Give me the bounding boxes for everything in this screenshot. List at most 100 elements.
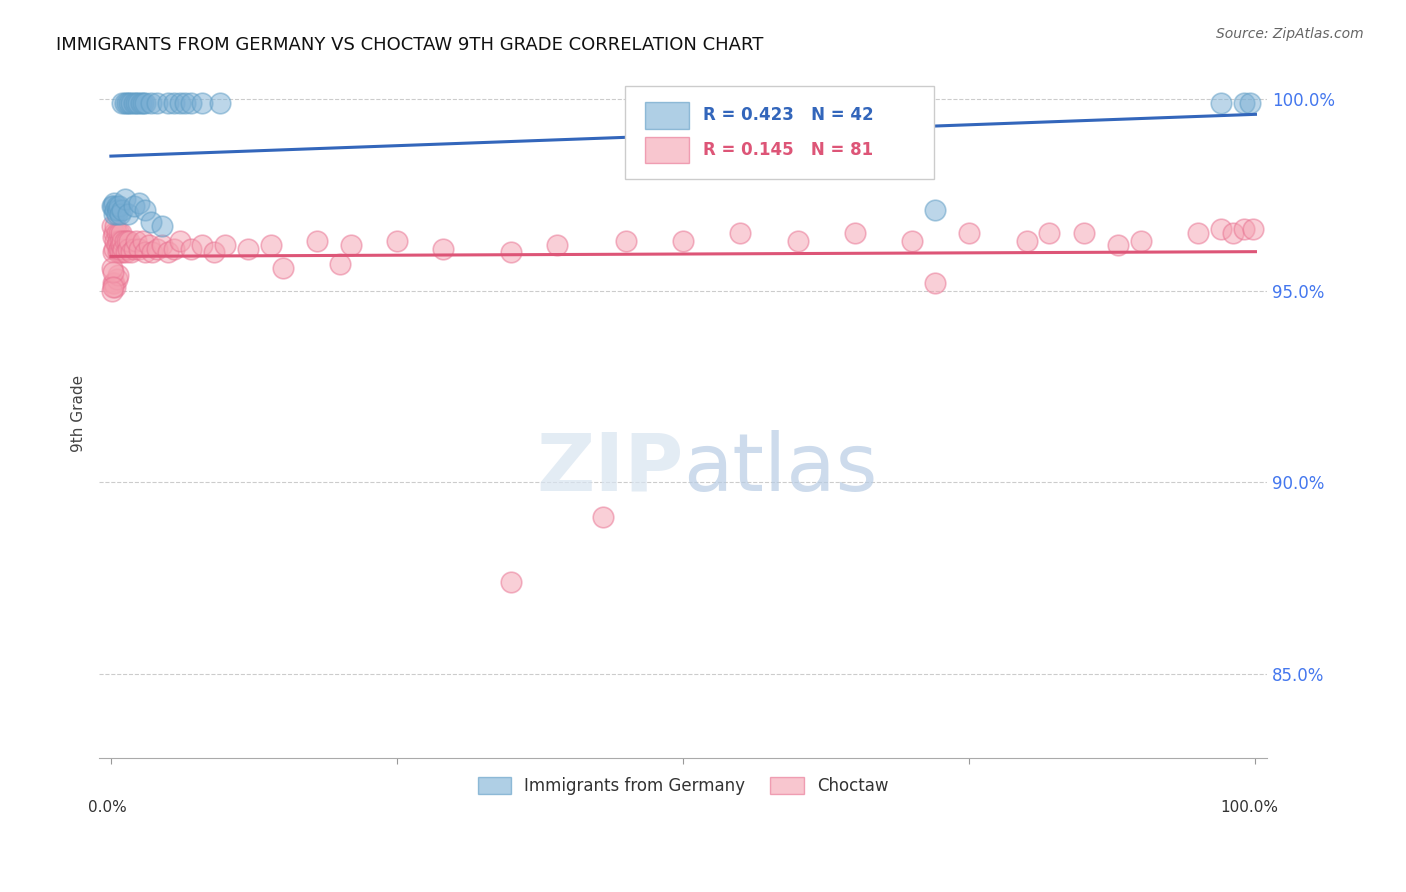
Point bbox=[114, 95, 136, 110]
Point bbox=[340, 237, 363, 252]
Point bbox=[174, 95, 197, 110]
Point bbox=[125, 234, 148, 248]
Text: 100.0%: 100.0% bbox=[1220, 800, 1278, 814]
Point bbox=[1239, 95, 1261, 110]
Point bbox=[103, 195, 125, 210]
Point bbox=[127, 95, 149, 110]
Point bbox=[1073, 227, 1095, 241]
Text: Source: ZipAtlas.com: Source: ZipAtlas.com bbox=[1216, 27, 1364, 41]
Text: ZIP: ZIP bbox=[536, 430, 683, 508]
Point bbox=[157, 245, 180, 260]
Point bbox=[110, 237, 132, 252]
Point bbox=[107, 268, 129, 283]
Point bbox=[501, 245, 523, 260]
Point bbox=[191, 95, 214, 110]
Point bbox=[108, 242, 131, 256]
Point bbox=[108, 199, 131, 213]
Point bbox=[132, 95, 155, 110]
Point bbox=[139, 215, 162, 229]
Point bbox=[145, 95, 167, 110]
Point bbox=[145, 242, 167, 256]
Point bbox=[128, 195, 150, 210]
Point bbox=[104, 219, 127, 233]
Point bbox=[122, 95, 145, 110]
Point bbox=[1211, 222, 1233, 236]
Point bbox=[1107, 237, 1129, 252]
Point bbox=[271, 260, 294, 275]
Point bbox=[115, 234, 138, 248]
Point bbox=[385, 234, 408, 248]
Point bbox=[1233, 95, 1256, 110]
Point bbox=[118, 95, 141, 110]
Point bbox=[128, 242, 150, 256]
Point bbox=[129, 95, 152, 110]
Point bbox=[432, 242, 454, 256]
Point bbox=[1222, 227, 1244, 241]
Point bbox=[139, 95, 162, 110]
Point bbox=[101, 230, 124, 244]
Point bbox=[118, 234, 141, 248]
Point bbox=[924, 276, 946, 290]
Point bbox=[592, 509, 614, 524]
Point bbox=[101, 265, 124, 279]
Point bbox=[103, 227, 125, 241]
Text: atlas: atlas bbox=[683, 430, 877, 508]
Point bbox=[1038, 227, 1060, 241]
Point bbox=[112, 242, 135, 256]
Point bbox=[104, 203, 127, 218]
Point bbox=[134, 203, 156, 218]
Point bbox=[614, 234, 637, 248]
Bar bbox=[644, 136, 689, 163]
Point bbox=[924, 203, 946, 218]
Point bbox=[202, 245, 225, 260]
Point bbox=[121, 95, 143, 110]
Point bbox=[132, 234, 155, 248]
Point bbox=[101, 245, 124, 260]
Point bbox=[844, 227, 866, 241]
Point bbox=[191, 237, 214, 252]
Point bbox=[107, 245, 129, 260]
Point bbox=[105, 227, 128, 241]
Point bbox=[122, 242, 145, 256]
Point bbox=[150, 219, 173, 233]
Point bbox=[1130, 234, 1153, 248]
Point bbox=[134, 245, 156, 260]
Point bbox=[122, 199, 145, 213]
Point bbox=[163, 95, 186, 110]
Point bbox=[1241, 222, 1264, 236]
Point bbox=[108, 234, 131, 248]
Point bbox=[180, 242, 202, 256]
Point bbox=[957, 227, 980, 241]
Point bbox=[121, 245, 143, 260]
Point bbox=[546, 237, 568, 252]
Point bbox=[117, 207, 139, 221]
Point bbox=[114, 245, 136, 260]
Point bbox=[208, 95, 231, 110]
Text: IMMIGRANTS FROM GERMANY VS CHOCTAW 9TH GRADE CORRELATION CHART: IMMIGRANTS FROM GERMANY VS CHOCTAW 9TH G… bbox=[56, 36, 763, 54]
Point bbox=[104, 234, 127, 248]
Point bbox=[111, 245, 134, 260]
Legend: Immigrants from Germany, Choctaw: Immigrants from Germany, Choctaw bbox=[471, 771, 896, 802]
Text: R = 0.145   N = 81: R = 0.145 N = 81 bbox=[703, 141, 873, 159]
Point bbox=[107, 234, 129, 248]
Point bbox=[104, 280, 127, 294]
Point bbox=[786, 234, 808, 248]
Point bbox=[901, 234, 924, 248]
Point bbox=[115, 95, 138, 110]
Point bbox=[101, 280, 124, 294]
Point bbox=[111, 95, 134, 110]
Point bbox=[672, 234, 695, 248]
Text: R = 0.423   N = 42: R = 0.423 N = 42 bbox=[703, 106, 873, 124]
Point bbox=[180, 95, 202, 110]
Point bbox=[134, 95, 156, 110]
Point bbox=[1187, 227, 1209, 241]
Point bbox=[163, 242, 186, 256]
Point bbox=[101, 199, 124, 213]
Point bbox=[117, 242, 139, 256]
Point bbox=[157, 95, 180, 110]
Point bbox=[103, 207, 125, 221]
Point bbox=[108, 207, 131, 221]
Point bbox=[114, 234, 136, 248]
Bar bbox=[644, 103, 689, 128]
Point bbox=[169, 234, 191, 248]
